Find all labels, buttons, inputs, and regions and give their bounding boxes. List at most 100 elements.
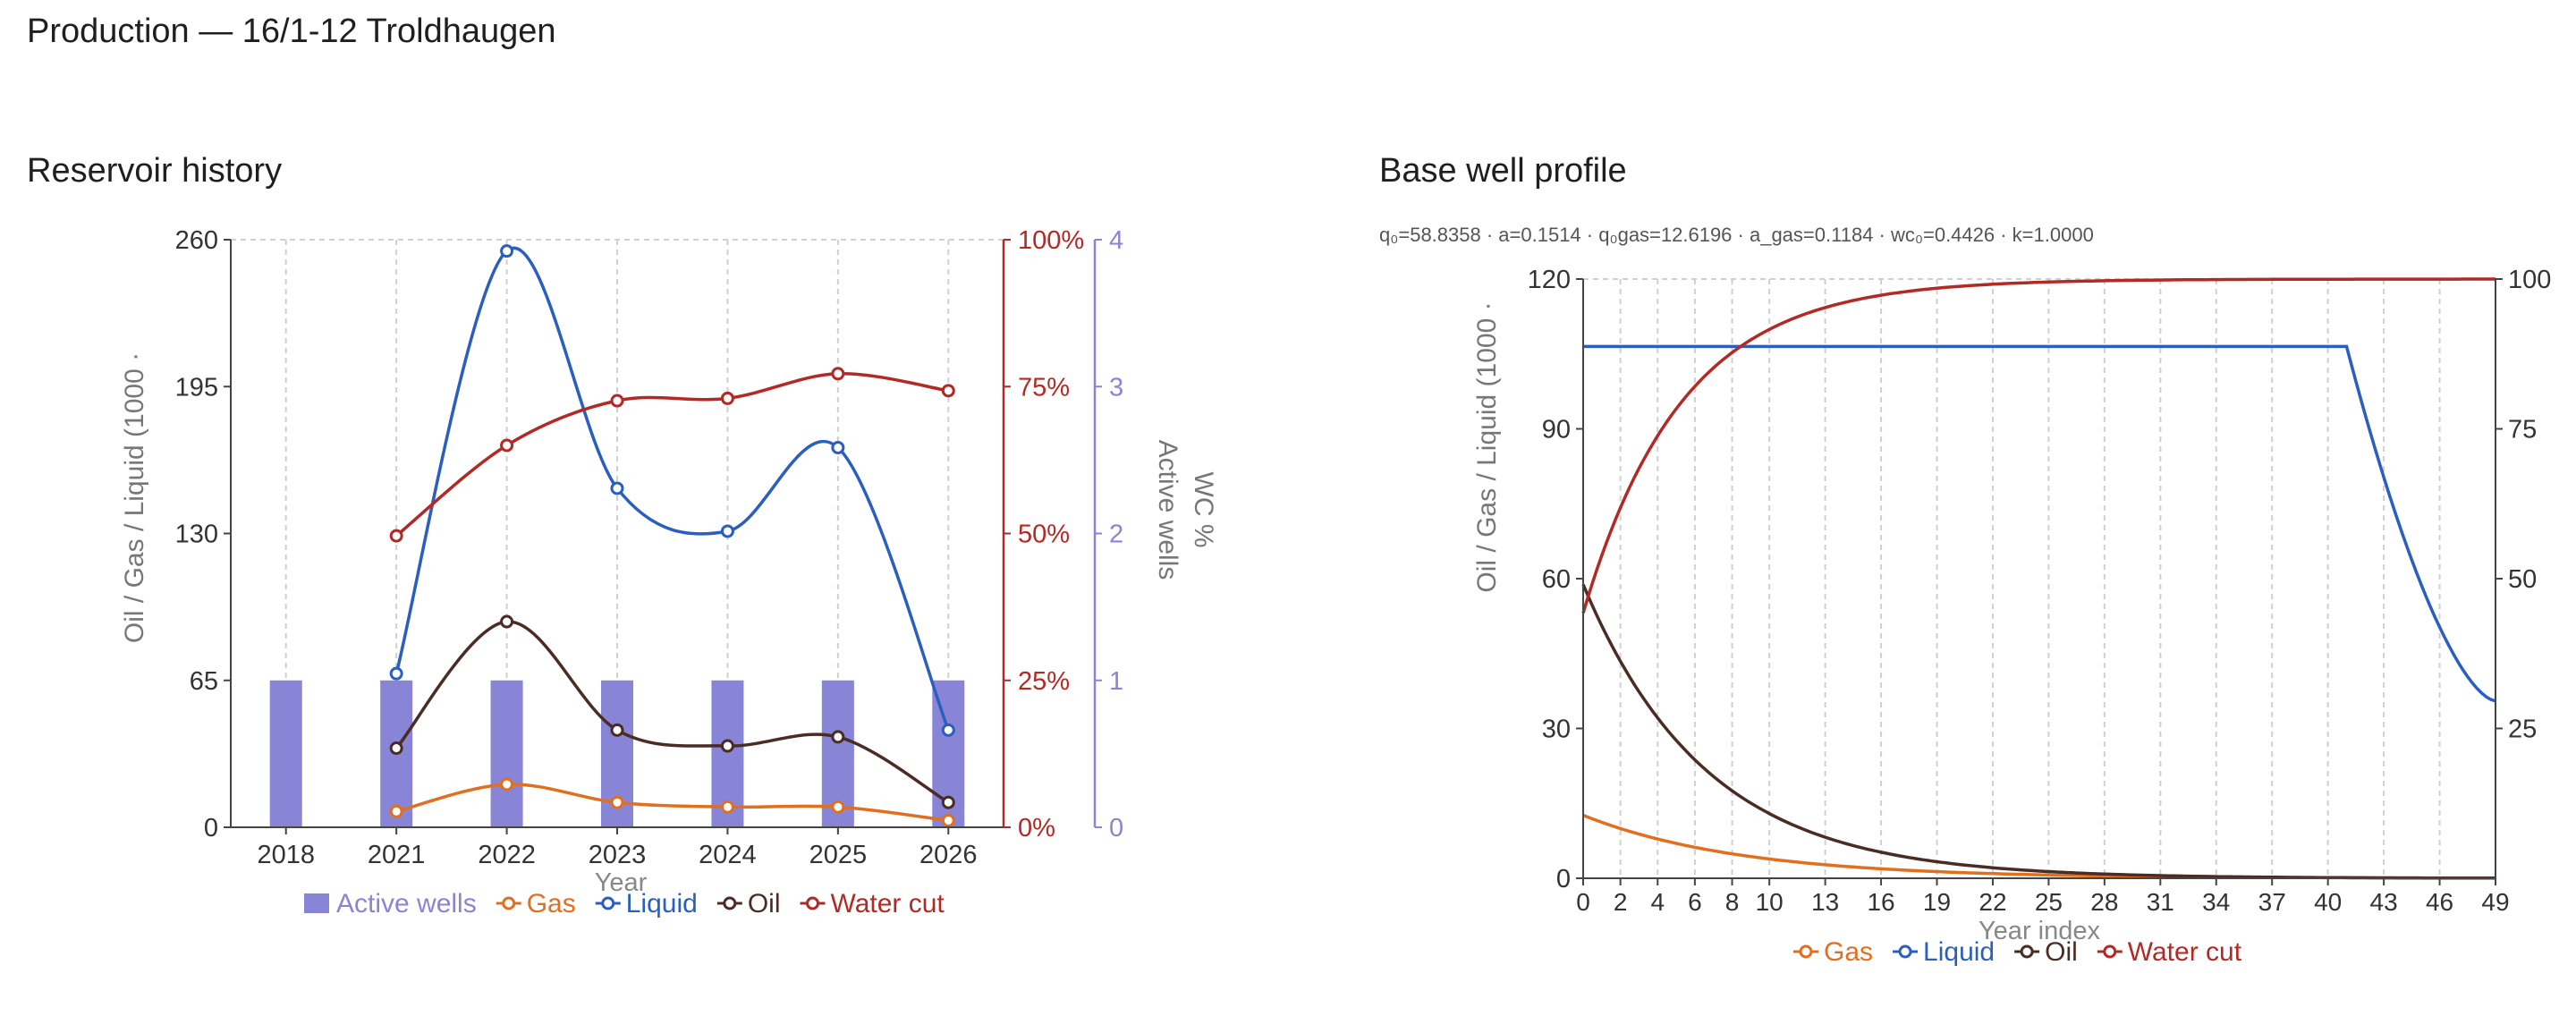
x-tick-label: 2022 xyxy=(478,841,536,869)
x-tick-label: 16 xyxy=(1867,888,1894,916)
oil-point xyxy=(389,741,403,756)
x-axis-title: Year xyxy=(595,868,648,897)
legend-water-cut-label: Water cut xyxy=(831,889,945,919)
water-cut-point xyxy=(941,384,955,398)
gas-point xyxy=(500,777,514,792)
left-y-axis-title: Oil / Gas / Liquid (1000 · xyxy=(120,352,149,643)
legend-liquid-label: Liquid xyxy=(1923,937,1995,967)
oil-point xyxy=(500,614,514,629)
x-tick-label: 28 xyxy=(2090,888,2118,916)
x-tick-label: 37 xyxy=(2258,888,2286,916)
wells-axis-tick-label: 3 xyxy=(1109,373,1123,402)
left-panel-title: Reservoir history xyxy=(27,152,283,190)
oil-point xyxy=(610,723,624,737)
liquid-point xyxy=(941,723,955,737)
wc-axis-tick-label: 100% xyxy=(1018,226,1084,255)
legend-gas-label: Gas xyxy=(527,889,576,919)
liquid-point xyxy=(500,244,514,258)
legend-oil-marker xyxy=(723,896,737,910)
x-tick-label: 2026 xyxy=(919,841,978,869)
legend-gas-marker xyxy=(1799,944,1813,959)
left-y-tick-label: 195 xyxy=(175,373,218,402)
legend-active-wells-label: Active wells xyxy=(336,889,477,919)
legend-liquid-label: Liquid xyxy=(626,889,698,919)
x-tick-label: 13 xyxy=(1811,888,1839,916)
x-tick-label: 2 xyxy=(1614,888,1628,916)
gas-point xyxy=(610,795,624,809)
left-y-tick-label: 30 xyxy=(1542,715,1571,744)
right-y-tick-label: 25 xyxy=(2508,715,2537,744)
wc-axis-tick-label: 50% xyxy=(1018,521,1070,549)
wells-axis-tick-label: 0 xyxy=(1109,814,1123,842)
legend-gas-marker xyxy=(502,896,516,910)
x-tick-label: 40 xyxy=(2314,888,2342,916)
legend-water-cut-marker xyxy=(2103,944,2117,959)
legend-oil-label: Oil xyxy=(748,889,781,919)
x-tick-label: 4 xyxy=(1650,888,1665,916)
profile-parameters: q₀=58.8358 · a=0.1514 · q₀gas=12.6196 · … xyxy=(1379,224,2094,246)
legend-active-wells-swatch xyxy=(304,893,329,913)
water-cut-line xyxy=(395,372,949,538)
water-cut-line xyxy=(1581,277,2496,614)
right-y-tick-label: 100 xyxy=(2508,266,2551,294)
x-tick-label: 22 xyxy=(1979,888,2006,916)
left-y-tick-label: 0 xyxy=(1556,865,1571,893)
oil-point xyxy=(720,739,734,753)
gas-point xyxy=(720,800,734,814)
oil-line xyxy=(1581,583,2496,880)
active-wells-bar xyxy=(269,680,302,827)
x-tick-label: 43 xyxy=(2370,888,2398,916)
wells-axis-tick-label: 1 xyxy=(1109,667,1123,696)
x-tick-label: 46 xyxy=(2426,888,2453,916)
wc-axis-tick-label: 0% xyxy=(1018,814,1055,842)
left-y-tick-label: 120 xyxy=(1528,266,1571,294)
x-tick-label: 6 xyxy=(1688,888,1702,916)
x-tick-label: 19 xyxy=(1923,888,1951,916)
x-tick-label: 49 xyxy=(2481,888,2509,916)
x-tick-label: 2018 xyxy=(257,841,315,869)
liquid-point xyxy=(610,481,624,495)
oil-point xyxy=(831,730,845,744)
left-y-axis-title: Oil / Gas / Liquid (1000 · xyxy=(1472,301,1502,592)
right-panel-title: Base well profile xyxy=(1379,152,1627,190)
liquid-line xyxy=(1583,344,2496,703)
liquid-line xyxy=(394,246,950,731)
left-y-tick-label: 130 xyxy=(175,521,218,549)
wc-axis-tick-label: 75% xyxy=(1018,373,1070,402)
wc-axis-title: WC % xyxy=(1189,472,1218,548)
liquid-point xyxy=(831,440,845,454)
water-cut-point xyxy=(831,367,845,381)
left-y-tick-label: 65 xyxy=(190,667,218,696)
left-y-tick-label: 90 xyxy=(1542,416,1571,444)
wells-axis-title: Active wells xyxy=(1153,440,1182,580)
active-wells-bar xyxy=(490,680,523,827)
x-tick-label: 8 xyxy=(1725,888,1740,916)
x-tick-label: 10 xyxy=(1756,888,1784,916)
water-cut-point xyxy=(610,394,624,408)
x-tick-label: 0 xyxy=(1576,888,1590,916)
wells-axis-tick-label: 4 xyxy=(1109,226,1123,255)
gas-point xyxy=(831,800,845,814)
right-y-tick-label: 75 xyxy=(2508,416,2537,444)
x-axis-title: Year index xyxy=(1979,917,2100,945)
gas-line xyxy=(395,783,949,823)
x-tick-label: 2024 xyxy=(699,841,757,869)
water-cut-point xyxy=(720,391,734,405)
water-cut-point xyxy=(389,529,403,543)
legend-gas-label: Gas xyxy=(1824,937,1873,967)
legend-liquid-marker xyxy=(601,896,615,910)
wc-axis-tick-label: 25% xyxy=(1018,667,1070,696)
x-tick-label: 34 xyxy=(2202,888,2230,916)
legend-oil-marker xyxy=(2020,944,2034,959)
legend-oil-label: Oil xyxy=(2045,937,2078,967)
water-cut-point xyxy=(500,438,514,453)
oil-point xyxy=(941,795,955,809)
left-y-tick-label: 60 xyxy=(1542,565,1571,594)
wells-axis-tick-label: 2 xyxy=(1109,521,1123,549)
liquid-point xyxy=(720,524,734,538)
gas-point xyxy=(941,813,955,827)
x-tick-label: 2025 xyxy=(809,841,868,869)
right-y-tick-label: 50 xyxy=(2508,565,2537,594)
